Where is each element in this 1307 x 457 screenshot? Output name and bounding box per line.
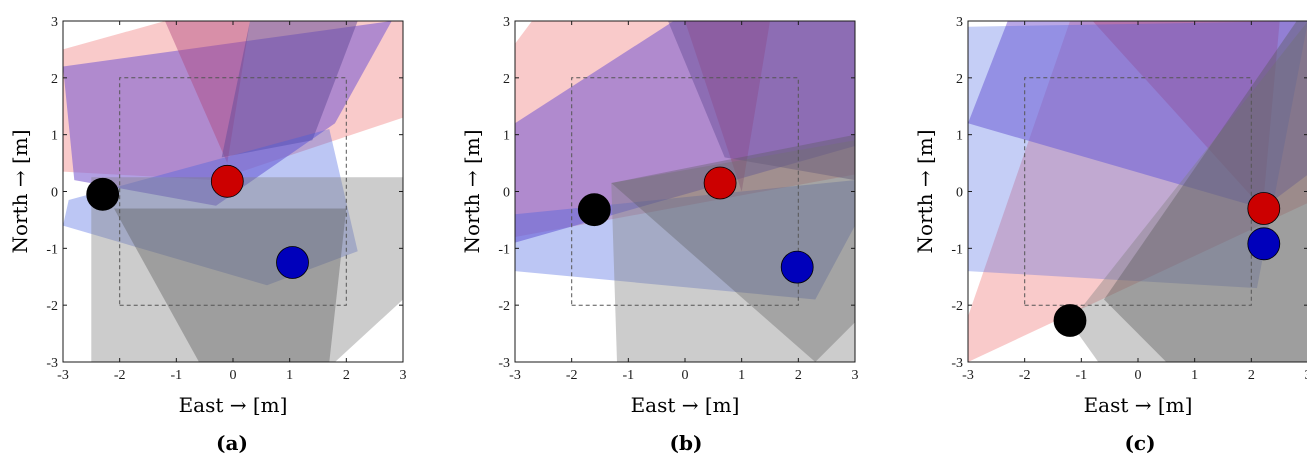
agent-marker: [1247, 192, 1281, 225]
y-tick-label: 3: [51, 15, 58, 30]
x-tick-label: -1: [622, 368, 634, 383]
agent-marker: [703, 166, 737, 200]
x-tick-label: 0: [1135, 368, 1142, 383]
agent-marker: [86, 177, 120, 211]
y-tick-label: -1: [46, 242, 58, 257]
y-tick-label: -2: [951, 299, 963, 314]
x-tick-label: 1: [738, 368, 745, 383]
agent-marker: [276, 246, 309, 279]
x-tick-label: 2: [795, 368, 802, 383]
panel-2: -3 -2 -1 0 1 2 3 -3 -2 -1 0 1 2 3 East → [m] North → [m…: [460, 15, 859, 455]
plot-area: [63, 21, 403, 362]
coverage-region: [968, 21, 1307, 209]
x-tick-label: 2: [1248, 368, 1255, 383]
y-tick-label: 3: [956, 15, 963, 30]
x-tick-label: -2: [566, 368, 578, 383]
y-tick-label: -3: [46, 356, 58, 371]
y-axis-label: North → [m]: [460, 129, 484, 253]
x-tick-label: -2: [114, 368, 126, 383]
y-tick-label: -2: [46, 299, 58, 314]
panel-1: -3 -2 -1 0 1 2 3 -3 -2 -1 0 1 2 3 East → [m] North → [m…: [8, 15, 407, 455]
y-tick-label: -1: [498, 242, 510, 257]
y-tick-label: 0: [956, 186, 963, 201]
y-tick-label: 0: [503, 186, 510, 201]
coverage-region: [63, 129, 358, 286]
y-axis-label: North → [m]: [913, 129, 937, 253]
x-tick-label: -3: [57, 368, 69, 383]
x-tick-label: -1: [170, 368, 182, 383]
panel-3: -3 -2 -1 0 1 2 3 -3 -2 -1 0 1 2 3 East → [m] North → [m…: [913, 15, 1307, 455]
boundary-square: [1024, 77, 1252, 306]
y-tick-label: -1: [951, 242, 963, 257]
x-tick-label: 3: [1305, 368, 1307, 383]
x-tick-label: 0: [230, 368, 237, 383]
coverage-region: [968, 21, 1307, 289]
y-tick-label: 1: [956, 129, 963, 144]
boundary-square: [119, 77, 347, 306]
x-tick-label: 3: [852, 368, 859, 383]
y-tick-label: -3: [951, 356, 963, 371]
panel-label: (c): [1124, 431, 1155, 455]
x-axis-label: East → [m]: [1084, 393, 1193, 417]
x-tick-label: -2: [1019, 368, 1031, 383]
x-axis-label: East → [m]: [179, 393, 288, 417]
y-tick-label: 1: [503, 129, 510, 144]
coverage-region: [91, 177, 403, 362]
x-tick-label: 3: [400, 368, 407, 383]
y-tick-label: 2: [51, 72, 58, 87]
x-tick-label: 2: [343, 368, 350, 383]
plot-area: [515, 21, 855, 362]
x-tick-label: 1: [286, 368, 293, 383]
y-axis-label: North → [m]: [8, 129, 32, 253]
y-tick-label: 2: [956, 72, 963, 87]
y-tick-label: 0: [51, 186, 58, 201]
agent-marker: [1053, 304, 1087, 337]
agent-marker: [577, 193, 611, 227]
coverage-region: [1070, 22, 1307, 362]
coverage-region: [1104, 21, 1307, 362]
x-tick-label: -3: [962, 368, 974, 383]
coverage-region: [611, 134, 855, 362]
coverage-region: [221, 21, 358, 158]
x-tick-label: 0: [682, 368, 689, 383]
plot-area: [968, 21, 1307, 362]
y-tick-label: -2: [498, 299, 510, 314]
coverage-region: [1092, 21, 1280, 209]
panel-label: (b): [670, 431, 703, 455]
agent-marker: [780, 250, 814, 284]
coverage-region: [668, 21, 855, 181]
x-tick-label: -3: [509, 368, 521, 383]
x-tick-label: -1: [1075, 368, 1087, 383]
agent-marker: [210, 164, 244, 198]
x-tick-label: 1: [1191, 368, 1198, 383]
coverage-region: [611, 140, 855, 362]
y-tick-label: 2: [503, 72, 510, 87]
agent-marker: [1247, 227, 1281, 261]
panel-label: (a): [216, 431, 248, 455]
boundary-square: [571, 77, 799, 306]
y-tick-label: 3: [503, 15, 510, 30]
y-tick-label: 1: [51, 129, 58, 144]
x-axis-label: East → [m]: [631, 393, 740, 417]
y-tick-label: -3: [498, 356, 510, 371]
